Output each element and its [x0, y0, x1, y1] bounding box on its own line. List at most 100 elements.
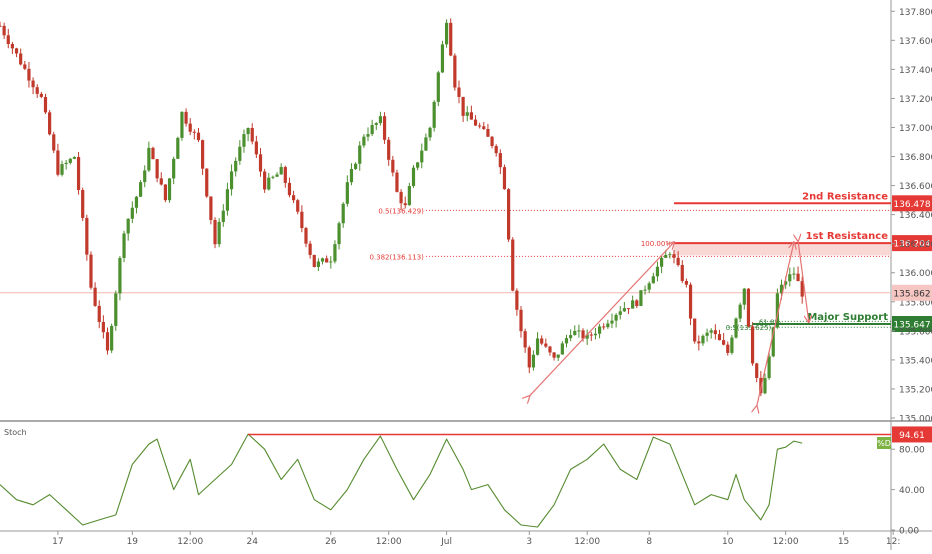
- candle-body: [217, 221, 221, 245]
- candle-body: [507, 189, 511, 240]
- time-tick-label: 12:00: [177, 537, 203, 547]
- candle-body: [428, 127, 432, 138]
- stoch-line: [0, 433, 803, 528]
- candle-body: [684, 281, 689, 285]
- price-tick-label: 136.800: [899, 153, 932, 163]
- candle-body: [461, 96, 465, 116]
- candle-body: [746, 288, 751, 327]
- price-tick-label: 136.600: [899, 182, 932, 192]
- candle-body: [155, 159, 159, 179]
- candle-body: [283, 167, 287, 183]
- candle-body: [589, 334, 593, 336]
- candle-body: [453, 55, 457, 88]
- candle-body: [14, 48, 19, 54]
- candle-body: [209, 196, 213, 220]
- candle-body: [498, 153, 502, 168]
- candle-body: [432, 101, 436, 128]
- candle-body: [606, 323, 610, 328]
- price-tick-label: 137.400: [899, 66, 932, 76]
- candle-body: [320, 258, 325, 262]
- time-tick-label: 12:: [886, 537, 900, 547]
- candle-body: [511, 239, 515, 291]
- candle-body: [48, 112, 52, 135]
- candle-body: [540, 338, 544, 344]
- price-tick-label: 137.800: [899, 8, 932, 18]
- candle-body: [2, 25, 6, 36]
- price-tick-label: 135.400: [899, 356, 932, 366]
- candle-body: [234, 160, 238, 172]
- candle-body: [118, 257, 122, 294]
- candle-body: [176, 137, 180, 159]
- stoch-tick-label: 80.00: [899, 446, 925, 456]
- price-tick-label: 136.000: [899, 269, 932, 279]
- candle-body: [242, 134, 246, 147]
- candle-body: [192, 131, 196, 133]
- candle-body: [688, 284, 693, 319]
- candle-body: [502, 167, 507, 190]
- candle-body: [122, 233, 126, 258]
- candle-body: [325, 258, 329, 263]
- candle-body: [378, 116, 383, 124]
- candle-body: [717, 334, 722, 341]
- candle-body: [159, 178, 163, 185]
- candle-body: [10, 43, 15, 49]
- candle-body: [263, 171, 267, 190]
- candle-body: [494, 146, 498, 154]
- candle-body: [556, 354, 560, 358]
- level-value-badge: [892, 195, 932, 212]
- candle-body: [81, 189, 85, 218]
- candle-body: [167, 178, 172, 201]
- candle-body: [416, 162, 420, 168]
- candle-body: [577, 330, 581, 332]
- level-value-label: 135.647: [893, 321, 930, 331]
- candle-body: [734, 318, 738, 338]
- projection-arrow: [798, 241, 809, 322]
- current-price-badge: [892, 284, 932, 301]
- candle-body: [593, 333, 598, 336]
- candle-body: [238, 146, 242, 161]
- level-label: 2nd Resistance: [802, 191, 888, 202]
- candle-body: [535, 338, 540, 355]
- fib-label: 100.00%: [641, 240, 672, 248]
- candle-body: [110, 325, 114, 351]
- candle-body: [362, 136, 366, 146]
- candle-body: [635, 300, 639, 306]
- time-tick-label: 3: [526, 537, 532, 547]
- candle-body: [250, 127, 254, 142]
- stoch-level-label: 94.61: [899, 431, 925, 441]
- time-tick-label: 17: [52, 537, 63, 547]
- candle-body: [523, 331, 527, 348]
- candle-body: [196, 132, 201, 141]
- candle-body: [411, 167, 416, 187]
- candle-body: [651, 276, 655, 284]
- candle-body: [597, 326, 602, 334]
- candle-body: [655, 266, 660, 277]
- candle-body: [64, 162, 68, 165]
- candle-body: [345, 182, 349, 204]
- candle-body: [444, 22, 449, 45]
- level-label: 1st Resistance: [806, 231, 889, 242]
- price-tick-label: 135.000: [899, 415, 932, 425]
- projection-arrow: [529, 242, 674, 396]
- candle-body: [742, 288, 746, 305]
- candle-body: [291, 195, 296, 201]
- candle-body: [544, 343, 548, 347]
- candle-body: [72, 156, 77, 159]
- candle-body: [403, 203, 407, 206]
- candle-body: [792, 273, 796, 275]
- time-tick-label: 10: [722, 537, 734, 547]
- time-tick-label: 12:00: [574, 537, 600, 547]
- candle-body: [316, 261, 320, 267]
- candle-body: [354, 163, 358, 169]
- candle-body: [258, 154, 263, 172]
- candle-body: [300, 211, 304, 229]
- candle-body: [89, 254, 93, 288]
- stoch-d-label: %D: [877, 439, 891, 448]
- time-tick-label: 26: [325, 537, 337, 547]
- candle-body: [676, 257, 680, 266]
- candle-body: [424, 137, 428, 151]
- candle-body: [614, 314, 618, 321]
- time-tick-label: 19: [127, 537, 139, 547]
- candle-body: [6, 35, 10, 44]
